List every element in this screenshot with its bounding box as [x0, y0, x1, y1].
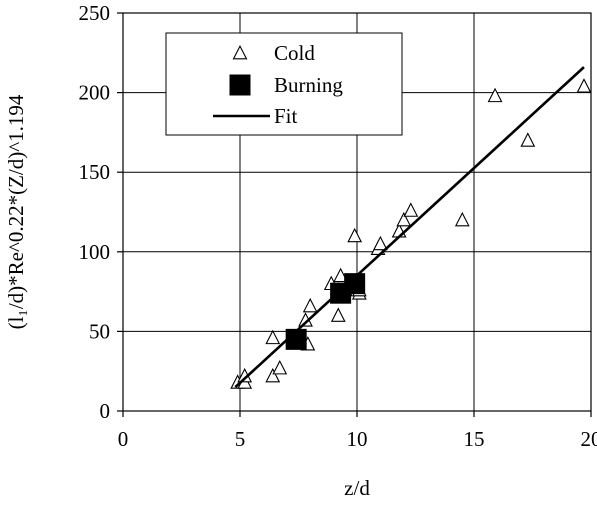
cold-point	[576, 78, 592, 93]
x-tick-label: 10	[347, 427, 368, 451]
burning-point	[344, 273, 366, 295]
cold-point	[330, 307, 346, 322]
y-axis-label: (l₁/d)*Re^0.22*(Z/d)^1.194	[4, 94, 28, 329]
cold-point	[272, 359, 288, 375]
legend-label: Fit	[274, 104, 298, 128]
legend-symbol	[229, 74, 251, 96]
legend-symbol	[232, 44, 248, 60]
cold-point	[520, 132, 536, 147]
x-tick-label: 20	[581, 427, 597, 451]
y-tick-label: 0	[100, 399, 111, 423]
cold-point	[454, 211, 470, 227]
y-tick-label: 250	[79, 1, 111, 25]
series-fit	[234, 66, 585, 389]
cold-point	[487, 87, 503, 103]
y-tick-label: 200	[79, 81, 111, 105]
x-tick-label: 0	[118, 427, 129, 451]
y-tick-label: 150	[79, 160, 111, 184]
x-tick-label: 15	[464, 427, 485, 451]
y-tick-label: 50	[89, 319, 110, 343]
cold-point	[373, 235, 388, 251]
cold-point	[265, 367, 281, 383]
legend-label: Burning	[274, 73, 343, 97]
series-burning	[285, 273, 366, 350]
legend: Cold Burning Fit	[165, 32, 403, 136]
x-axis-label: z/d	[344, 476, 370, 500]
cold-point	[396, 211, 412, 227]
cold-point	[347, 227, 363, 243]
cold-point	[403, 202, 419, 217]
cold-point	[265, 329, 281, 345]
fit-line	[234, 66, 585, 389]
x-tick-label: 5	[235, 427, 246, 451]
cold-point	[302, 297, 318, 313]
legend-label: Cold	[274, 41, 315, 65]
legend-box	[165, 32, 403, 136]
cold-point	[333, 267, 349, 283]
y-tick-label: 100	[79, 240, 111, 264]
data-series	[230, 66, 592, 389]
